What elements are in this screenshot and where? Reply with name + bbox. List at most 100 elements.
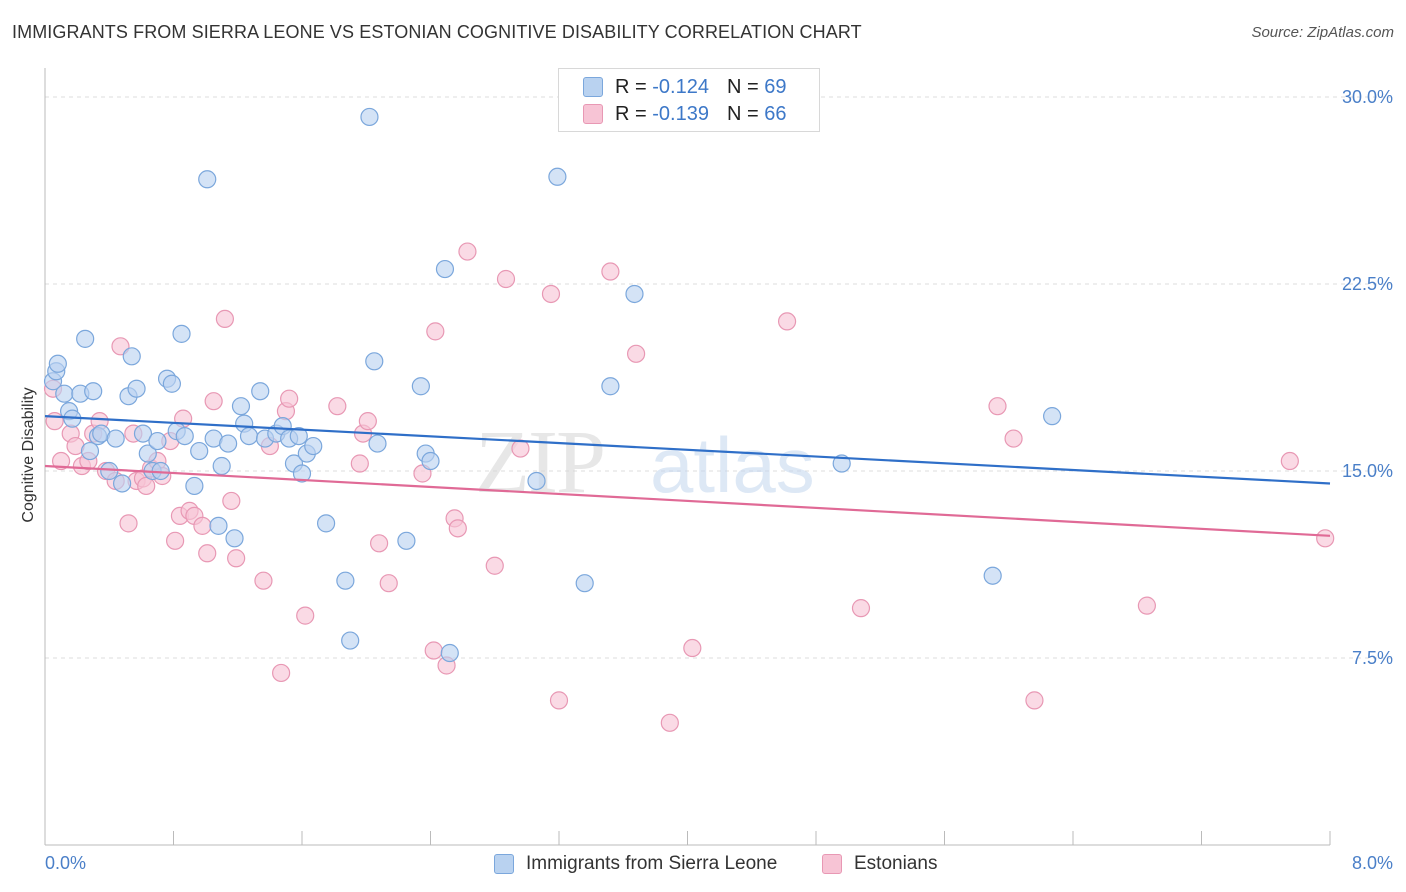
pink-data-point <box>350 454 369 473</box>
pink-data-point <box>1004 429 1023 448</box>
legend-r-value: -0.124 <box>652 75 709 98</box>
blue-data-point <box>190 441 209 461</box>
x-tick-label: 0.0% <box>45 853 86 873</box>
blue-data-point <box>106 429 125 448</box>
blue-data-point <box>435 259 455 279</box>
pink-data-point <box>448 519 467 538</box>
bottom-legend-label: Immigrants from Sierra Leone <box>526 853 778 874</box>
pink-data-point <box>215 309 234 329</box>
blue-data-point <box>225 529 244 548</box>
legend-row-estonians: R = -0.139 N = 66 <box>583 102 786 126</box>
pink-data-point <box>280 389 299 408</box>
blue-data-point <box>162 374 181 393</box>
pink-data-point <box>988 397 1007 416</box>
blue-data-point <box>148 431 167 451</box>
pink-data-point <box>660 713 679 732</box>
legend-swatch-pink <box>583 104 603 124</box>
blue-data-point <box>832 454 851 473</box>
pink-data-point <box>458 242 477 261</box>
pink-data-point <box>1280 451 1299 471</box>
legend-r-label: R = <box>615 102 647 125</box>
blue-data-point <box>55 384 74 403</box>
blue-data-point <box>289 426 308 446</box>
blue-data-point <box>84 382 103 401</box>
pink-data-point <box>683 638 702 658</box>
blue-data-point <box>100 461 119 481</box>
y-tick-label: 7.5% <box>1352 648 1393 668</box>
pink-data-point <box>426 322 445 341</box>
blue-data-point <box>365 352 384 371</box>
blue-data-point <box>172 324 191 343</box>
blue-data-point <box>212 456 231 476</box>
legend-n-value: 69 <box>764 75 787 98</box>
blue-data-point <box>239 426 259 446</box>
blue-data-point <box>48 354 67 373</box>
legend-n-value: 66 <box>764 102 787 125</box>
bottom-legend-sierra-leone: Immigrants from Sierra Leone <box>494 852 777 876</box>
pink-data-point <box>137 476 156 496</box>
pink-data-point <box>119 514 138 533</box>
legend-r-label: R = <box>615 75 647 98</box>
chart-title: IMMIGRANTS FROM SIERRA LEONE VS ESTONIAN… <box>12 22 862 42</box>
blue-data-point <box>1043 407 1062 426</box>
pink-data-point <box>45 412 64 431</box>
blue-data-point <box>219 434 238 453</box>
blue-data-point <box>198 170 217 189</box>
blue-data-point <box>360 107 379 127</box>
pink-data-point <box>222 491 241 511</box>
blue-data-point <box>175 426 194 446</box>
blue-data-point <box>185 476 204 496</box>
pink-data-point <box>549 691 569 710</box>
pink-data-point <box>204 392 223 411</box>
bottom-legend-label: Estonians <box>854 853 938 874</box>
bottom-legend-swatch-pink <box>822 854 842 874</box>
legend-row-sierra-leone: R = -0.124 N = 69 <box>583 75 786 99</box>
blue-data-point <box>341 631 360 650</box>
blue-data-point <box>983 566 1002 585</box>
pink-data-point <box>328 397 347 416</box>
blue-data-point <box>368 434 387 453</box>
pink-data-point <box>511 439 530 458</box>
blue-data-point <box>112 474 132 493</box>
blue-data-point <box>527 471 546 491</box>
y-tick-label: 22.5% <box>1342 274 1393 294</box>
stats-legend: R = -0.124 N = 69 R = -0.139 N = 66 <box>558 68 820 132</box>
blue-data-point <box>231 397 251 416</box>
pink-data-point <box>485 556 504 575</box>
pink-data-point <box>254 571 273 590</box>
y-tick-label: 15.0% <box>1342 461 1393 481</box>
pink-data-point <box>379 574 398 593</box>
legend-n-label: N = <box>726 102 759 125</box>
blue-data-point <box>548 167 567 186</box>
watermark-zip: ZIP <box>475 413 604 512</box>
pink-data-point <box>777 312 797 331</box>
blue-data-point <box>421 451 440 471</box>
legend-n-label: N = <box>726 75 759 98</box>
pink-data-point <box>626 344 646 363</box>
axes <box>44 68 1331 846</box>
blue-data-point <box>304 436 323 456</box>
pink-data-point <box>198 544 217 563</box>
pink-data-point <box>541 284 561 304</box>
gridlines <box>45 96 1392 659</box>
bottom-legend-estonians: Estonians <box>822 852 937 876</box>
y-tick-label: 30.0% <box>1342 87 1393 107</box>
blue-data-point <box>127 379 146 398</box>
pink-data-point <box>370 534 389 553</box>
pink-data-point <box>193 516 212 535</box>
pink-data-point <box>1316 529 1335 548</box>
tick-labels: 7.5% 15.0% 22.5% 30.0% 0.0% 8.0% <box>45 87 1393 873</box>
blue-data-point <box>76 329 95 348</box>
pink-data-point <box>296 606 315 625</box>
blue-data-point <box>397 531 416 550</box>
bottom-legend-swatch-blue <box>494 854 514 874</box>
blue-data-point <box>133 424 153 443</box>
blue-data-point <box>292 464 312 483</box>
x-tick-label: 8.0% <box>1352 853 1393 873</box>
legend-r-value: -0.139 <box>652 102 709 125</box>
blue-data-point <box>411 377 430 396</box>
pink-trend-line <box>44 464 1331 537</box>
sierra-leone-points <box>43 107 1062 663</box>
pink-data-point <box>227 549 246 568</box>
